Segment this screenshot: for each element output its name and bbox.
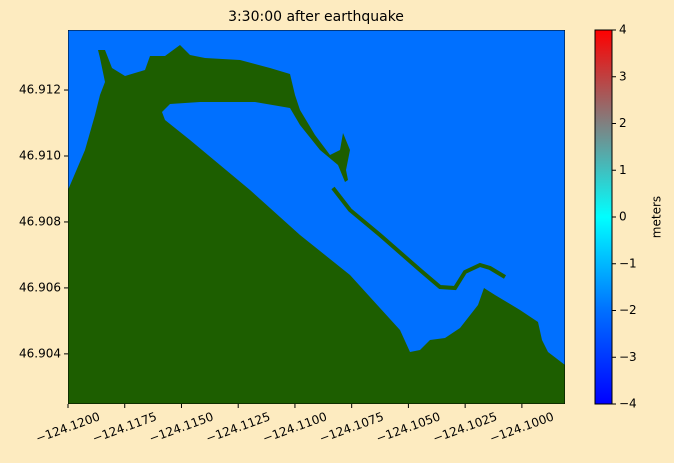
land — [68, 45, 565, 404]
x-tick-label: −124.1200 — [34, 409, 102, 445]
y-tick-label: 46.904 — [19, 346, 61, 360]
colorbar-label: meters — [650, 196, 664, 238]
colorbar — [594, 29, 613, 405]
x-tick-label: −124.1150 — [147, 409, 215, 445]
colorbar-tick-label: 3 — [619, 69, 627, 83]
x-tick-label: −124.1125 — [204, 409, 272, 445]
colorbar-tick-label: −1 — [619, 256, 637, 270]
x-tick-label: −124.1000 — [488, 409, 556, 445]
y-tick-label: 46.912 — [19, 83, 61, 97]
colorbar-tick-label: 1 — [619, 163, 627, 177]
colorbar-tick-label: 2 — [619, 116, 627, 130]
x-tick-label: −124.1025 — [431, 409, 499, 445]
x-tick-label: −124.1175 — [91, 409, 159, 445]
x-tick-label: −124.1075 — [317, 409, 385, 445]
y-tick-label: 46.906 — [19, 280, 61, 294]
x-tick-label: −124.1050 — [374, 409, 442, 445]
colorbar-tick-label: 0 — [619, 210, 627, 224]
colorbar-tick-label: −3 — [619, 350, 637, 364]
chart-title: 3:30:00 after earthquake — [228, 9, 404, 25]
x-tick-label: −124.1100 — [261, 409, 329, 445]
colorbar-tick-label: −2 — [619, 303, 637, 317]
colorbar-tick-label: 4 — [619, 23, 627, 37]
y-tick-label: 46.910 — [19, 148, 61, 162]
map-area — [68, 30, 565, 404]
y-tick-label: 46.908 — [19, 214, 61, 228]
breakwater — [331, 186, 507, 291]
colorbar-tick-label: −4 — [619, 397, 637, 411]
